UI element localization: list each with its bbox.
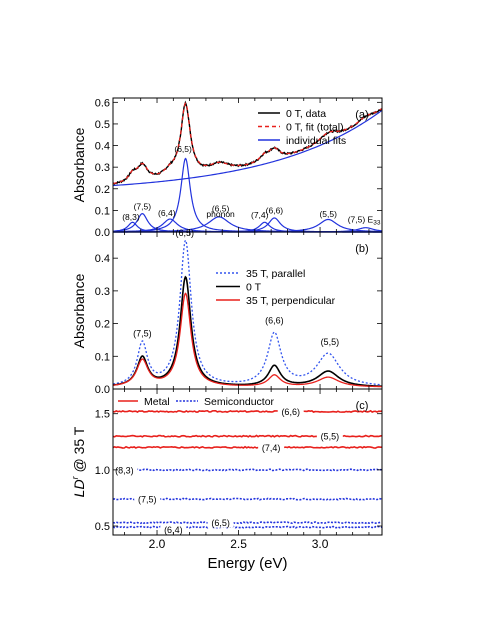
series-0 bbox=[112, 239, 382, 386]
x-tick-label: 2.5 bbox=[230, 537, 247, 551]
label-backing bbox=[160, 524, 187, 535]
series-2 bbox=[112, 292, 382, 388]
label-backing bbox=[111, 464, 138, 475]
label-backing bbox=[316, 431, 343, 442]
y-axis-title-b: Absorbance bbox=[71, 273, 87, 348]
y-tick-label: 0.1 bbox=[95, 205, 110, 217]
axis-labels: Absorbance Absorbance LDr @ 35 T bbox=[70, 127, 87, 497]
series-label: (7,4) bbox=[262, 443, 281, 453]
y-tick-label: 1.5 bbox=[95, 409, 110, 421]
ld-series-5 bbox=[112, 521, 383, 525]
legend-b: 35 T, parallel 0 T35 T, perpendicular bbox=[216, 268, 336, 307]
panel-c: (6,6) (5,5) (7,4) (8,3) (7,5) (6,5) (6,4) 0.5 1.… bbox=[95, 388, 383, 572]
legend-label: 0 T, fit (total) bbox=[286, 122, 344, 134]
x-tick-label: 2.0 bbox=[149, 537, 166, 551]
ld-series-4 bbox=[112, 497, 383, 501]
panel-label: (c) bbox=[356, 400, 369, 412]
legend-label: 35 T, perpendicular bbox=[246, 295, 336, 307]
plot-frame bbox=[112, 388, 383, 536]
label-backing bbox=[258, 442, 285, 453]
ld-series-3 bbox=[112, 468, 383, 472]
legend-label: individual fits bbox=[286, 135, 346, 147]
peak-label: (6,5) bbox=[175, 228, 194, 238]
y-axis-title-c-main: LD bbox=[71, 479, 87, 497]
peak-label: (5,5) bbox=[319, 209, 337, 219]
peak-label: (5,5) bbox=[321, 337, 340, 347]
y-axis-title-c: LDr @ 35 T bbox=[70, 426, 87, 497]
peak-label: (7,4) bbox=[251, 210, 269, 220]
peak-label: (6,6) bbox=[265, 316, 284, 326]
y-tick-label: 0.1 bbox=[95, 351, 110, 363]
series-label: (8,3) bbox=[115, 465, 134, 475]
y-axis-title-a: Absorbance bbox=[71, 127, 87, 202]
x-tick-label: 3.0 bbox=[312, 537, 329, 551]
series-label: (6,5) bbox=[211, 518, 230, 528]
series-label: (7,5) bbox=[138, 495, 157, 505]
panel-label: (a) bbox=[355, 109, 368, 121]
series-1 bbox=[112, 275, 382, 388]
y-tick-label: 0.5 bbox=[95, 521, 110, 533]
peak-label: phonon bbox=[206, 209, 235, 219]
y-tick-label: 0.2 bbox=[95, 319, 110, 331]
panel-a: 0.0 0.1 0.2 0.3 0.4 0.5 0.6 (a) (8,3)(7,5) (6,4) (… bbox=[95, 97, 383, 239]
peak-label: (6,5) bbox=[212, 203, 230, 213]
individual-fit-3 bbox=[112, 157, 382, 233]
series-label: (6,6) bbox=[281, 407, 300, 417]
label-backing bbox=[134, 494, 161, 505]
series-fit-total bbox=[112, 102, 383, 185]
x-axis-title: Energy (eV) bbox=[207, 555, 287, 572]
peak-label: (7,5) bbox=[134, 201, 152, 211]
legend-c: Metal Semiconductor bbox=[118, 396, 275, 408]
panel-b: 0.0 0.1 0.2 0.3 0.4 (b) (6,5) (7,5) (6,6) (5,5) 35… bbox=[95, 228, 383, 396]
y-tick-label: 0.0 bbox=[95, 384, 110, 396]
legend-a: 0 T, data 0 T, fit (total)individual fits bbox=[258, 108, 346, 147]
peak-label: (6,4) bbox=[158, 208, 176, 218]
peak-label: (6,6) bbox=[266, 206, 284, 216]
y-tick-label: 0.3 bbox=[95, 286, 110, 298]
peak-label: (7,5) bbox=[133, 329, 152, 339]
legend-label: 0 T bbox=[246, 282, 262, 294]
y-tick-label: 0.0 bbox=[95, 227, 110, 239]
legend-label: Metal bbox=[144, 396, 170, 408]
y-tick-label: 0.6 bbox=[95, 97, 110, 109]
legend-label: 0 T, data bbox=[286, 108, 326, 120]
y-tick-label: 0.5 bbox=[95, 119, 110, 131]
legend-label: Semiconductor bbox=[204, 396, 275, 408]
y-tick-label: 0.4 bbox=[95, 141, 110, 153]
baseline-fit bbox=[112, 109, 383, 187]
peak-label-sub: 33 bbox=[373, 219, 381, 226]
ld-series-6 bbox=[112, 525, 383, 529]
y-tick-label: 0.2 bbox=[95, 184, 110, 196]
peak-label: (7,5) E33 bbox=[348, 214, 381, 226]
ld-series-0 bbox=[112, 409, 383, 414]
peak-label: (6,5) bbox=[174, 144, 192, 154]
peak-label: (8,3) bbox=[122, 212, 140, 222]
label-backing bbox=[207, 517, 234, 528]
ld-series-2 bbox=[112, 445, 382, 449]
plot-frame bbox=[112, 231, 383, 390]
panel-label: (b) bbox=[355, 243, 368, 255]
y-tick-label: 0.3 bbox=[95, 162, 110, 174]
y-tick-label: 0.4 bbox=[95, 253, 110, 265]
y-axis-title-c-rest: @ 35 T bbox=[71, 426, 87, 476]
legend-label: 35 T, parallel bbox=[246, 268, 305, 280]
series-label: (5,5) bbox=[321, 432, 340, 442]
label-backing bbox=[277, 406, 304, 417]
y-tick-label: 1.0 bbox=[95, 465, 110, 477]
series-label: (6,4) bbox=[164, 525, 183, 535]
y-axis-title-c-sup: r bbox=[70, 475, 80, 479]
